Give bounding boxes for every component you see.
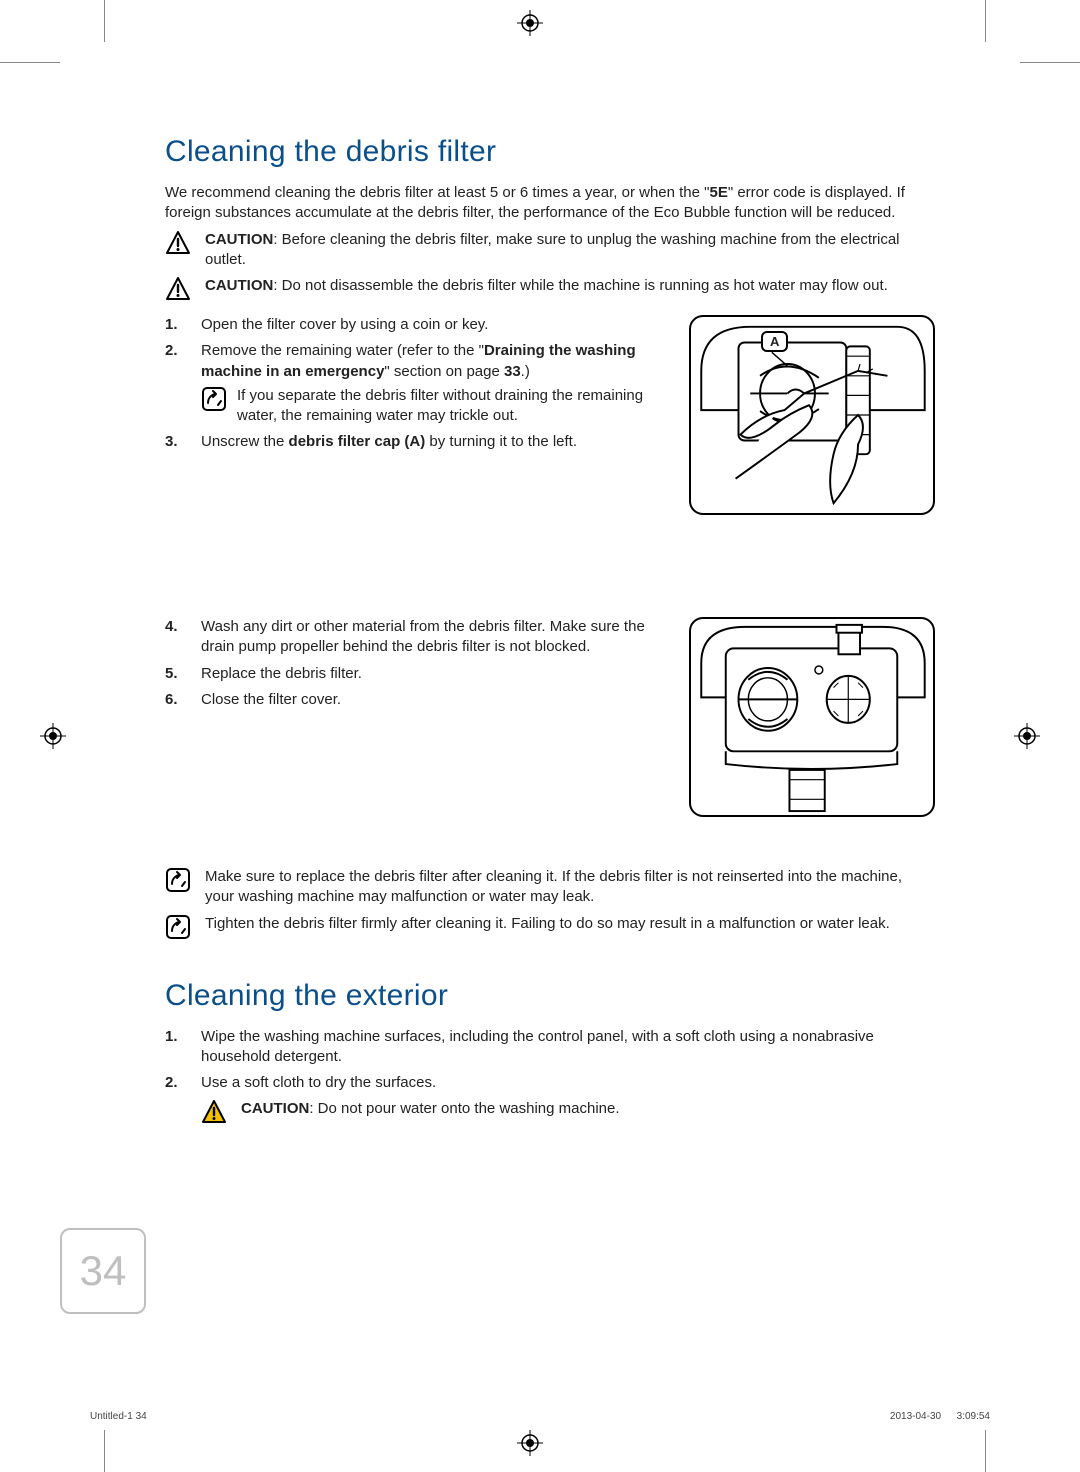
heading-exterior: Cleaning the exterior bbox=[165, 979, 935, 1013]
figure-filter-housing bbox=[689, 617, 935, 817]
ext-step-2: Use a soft cloth to dry the surfaces. bbox=[165, 1073, 935, 1093]
caution-no-water: CAUTION: Do not pour water onto the wash… bbox=[201, 1099, 935, 1130]
step-text: Wash any dirt or other material from the… bbox=[201, 618, 645, 655]
registration-mark-icon bbox=[1014, 723, 1040, 749]
crop-mark bbox=[104, 1430, 105, 1472]
figure-filter-removal: A bbox=[689, 315, 935, 515]
crop-mark bbox=[985, 0, 986, 42]
step-text: Remove the remaining water (refer to the… bbox=[201, 342, 484, 359]
footer: Untitled-1 34 2013-04-30 3:09:54 bbox=[90, 1411, 990, 1422]
crop-mark bbox=[104, 0, 105, 42]
intro-text: We recommend cleaning the debris filter … bbox=[165, 184, 709, 201]
step-page-ref: 33 bbox=[504, 363, 521, 380]
note-icon bbox=[165, 914, 193, 945]
step-text: Replace the debris filter. bbox=[201, 665, 362, 682]
caution-text: CAUTION: Do not disassemble the debris f… bbox=[205, 276, 935, 307]
intro-error-code: 5E bbox=[709, 184, 727, 201]
step-2-note: If you separate the debris filter withou… bbox=[201, 386, 671, 427]
step-text: " section on page bbox=[384, 363, 504, 380]
crop-mark bbox=[0, 62, 60, 63]
caution-hot-water: CAUTION: Do not disassemble the debris f… bbox=[165, 276, 935, 307]
exterior-steps: Wipe the washing machine surfaces, inclu… bbox=[165, 1027, 935, 1094]
step-text: Wipe the washing machine surfaces, inclu… bbox=[201, 1028, 874, 1065]
bottom-note-reinsert: Make sure to replace the debris filter a… bbox=[165, 867, 935, 908]
note-text: Make sure to replace the debris filter a… bbox=[205, 867, 935, 908]
page-content: Cleaning the debris filter We recommend … bbox=[165, 135, 935, 1134]
crop-mark bbox=[1020, 62, 1080, 63]
step-text: by turning it to the left. bbox=[425, 433, 577, 450]
caution-label: CAUTION bbox=[205, 277, 273, 294]
registration-mark-icon bbox=[40, 723, 66, 749]
steps-group-2: Wash any dirt or other material from the… bbox=[165, 617, 935, 837]
caution-body: : Do not pour water onto the washing mac… bbox=[309, 1100, 619, 1117]
caution-text: CAUTION: Do not pour water onto the wash… bbox=[241, 1099, 935, 1130]
bottom-note-tighten: Tighten the debris filter firmly after c… bbox=[165, 914, 935, 945]
steps-group-1: Open the filter cover by using a coin or… bbox=[165, 315, 935, 535]
page-number: 34 bbox=[80, 1247, 127, 1295]
footer-left: Untitled-1 34 bbox=[90, 1411, 147, 1422]
step-4: Wash any dirt or other material from the… bbox=[165, 617, 671, 658]
note-text: If you separate the debris filter withou… bbox=[237, 386, 671, 427]
caution-body: : Do not disassemble the debris filter w… bbox=[273, 277, 887, 294]
note-icon bbox=[165, 867, 193, 908]
step-text: Open the filter cover by using a coin or… bbox=[201, 316, 488, 333]
page-number-box: 34 bbox=[60, 1228, 146, 1314]
step-bold: debris filter cap (A) bbox=[289, 433, 426, 450]
steps-list-1: Open the filter cover by using a coin or… bbox=[165, 315, 671, 453]
steps-list-2: Wash any dirt or other material from the… bbox=[165, 617, 671, 710]
registration-mark-icon bbox=[517, 1430, 543, 1456]
step-text: .) bbox=[521, 363, 530, 380]
step-5: Replace the debris filter. bbox=[165, 664, 671, 684]
ext-step-1: Wipe the washing machine surfaces, inclu… bbox=[165, 1027, 935, 1068]
step-text: Close the filter cover. bbox=[201, 691, 341, 708]
step-text: Unscrew the bbox=[201, 433, 289, 450]
heading-debris-filter: Cleaning the debris filter bbox=[165, 135, 935, 169]
caution-icon bbox=[165, 276, 193, 307]
footer-right: 2013-04-30 3:09:54 bbox=[890, 1411, 990, 1422]
registration-mark-icon bbox=[517, 10, 543, 36]
caution-unplug: CAUTION: Before cleaning the debris filt… bbox=[165, 230, 935, 271]
caution-label: CAUTION bbox=[205, 231, 273, 248]
step-1: Open the filter cover by using a coin or… bbox=[165, 315, 671, 335]
note-text: Tighten the debris filter firmly after c… bbox=[205, 914, 935, 945]
step-text: Use a soft cloth to dry the surfaces. bbox=[201, 1074, 436, 1091]
caution-text: CAUTION: Before cleaning the debris filt… bbox=[205, 230, 935, 271]
figure-label-a: A bbox=[761, 331, 788, 352]
caution-icon bbox=[165, 230, 193, 271]
crop-mark bbox=[985, 1430, 986, 1472]
note-icon bbox=[201, 386, 227, 427]
caution-body: : Before cleaning the debris filter, mak… bbox=[205, 231, 900, 268]
step-2: Remove the remaining water (refer to the… bbox=[165, 341, 671, 426]
caution-icon bbox=[201, 1099, 229, 1130]
caution-label: CAUTION bbox=[241, 1100, 309, 1117]
step-6: Close the filter cover. bbox=[165, 690, 671, 710]
step-3: Unscrew the debris filter cap (A) by tur… bbox=[165, 432, 671, 452]
intro-paragraph: We recommend cleaning the debris filter … bbox=[165, 183, 935, 224]
